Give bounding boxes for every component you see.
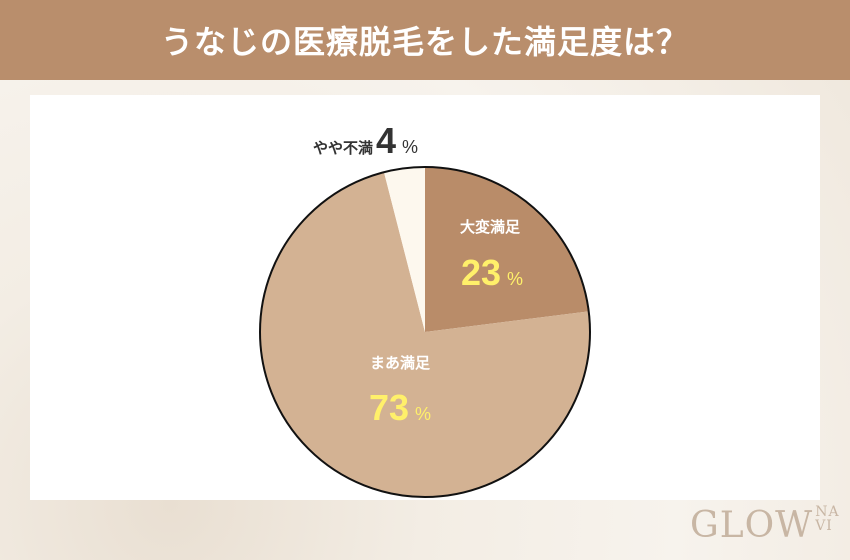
pie-slice-2 [383,167,425,332]
logo-sub: NAVI [815,504,840,534]
pie-slice-1 [259,172,590,497]
slice-value-0: 23% [461,252,523,293]
slice-label-0: 大変満足 [460,218,521,236]
logo-main: GLOW [690,505,814,546]
slice-value-1: 73% [369,387,431,428]
pie-outline [259,166,591,498]
slice-label-1: まあ満足 [370,354,431,372]
pie-slice-0 [425,167,589,332]
page-title: うなじの医療脱毛をした満足度は？ [0,0,850,80]
glow-navi-logo: GLOW NAVI [690,505,841,546]
slice-value-2: 4% [376,120,418,161]
slice-label-2: やや不満 [313,139,373,157]
